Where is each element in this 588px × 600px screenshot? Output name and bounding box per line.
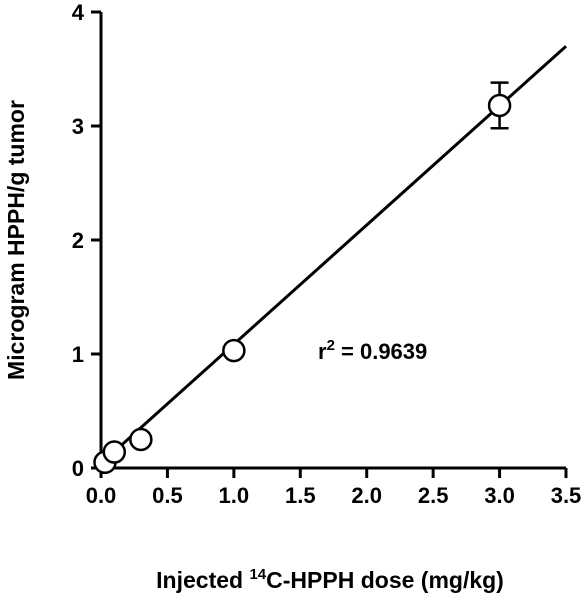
data-point <box>129 427 153 452</box>
x-tick-label: 2.0 <box>351 483 382 508</box>
regression-line <box>99 45 568 465</box>
x-tick-label: 0.5 <box>152 483 183 508</box>
x-tick-label: 3.5 <box>551 483 582 508</box>
data-point <box>222 338 246 363</box>
y-tick-label: 3 <box>72 114 84 139</box>
annotation-pre: r <box>318 339 327 364</box>
x-tick-label: 1.0 <box>219 483 250 508</box>
ticks: 0.0 0.5 1.0 1.5 2.0 2.5 3.0 3.5 0 1 2 3 4 <box>72 0 582 508</box>
fit-line-group <box>99 45 568 465</box>
data-point <box>102 440 127 464</box>
y-tick-label: 2 <box>72 228 84 253</box>
x-axis-title-post: C-HPPH dose (mg/kg) <box>266 567 504 593</box>
data-points <box>93 81 512 475</box>
x-axis-title-sup: 14 <box>249 566 266 583</box>
x-tick-label: 0.0 <box>86 483 117 508</box>
data-point <box>487 93 512 118</box>
x-axis-title-pre: Injected <box>156 567 249 593</box>
r-squared-annotation: r2 = 0.9639 <box>318 337 427 364</box>
annotation-sup: 2 <box>327 337 335 354</box>
y-tick-label: 1 <box>72 342 84 367</box>
y-tick-label: 0 <box>72 456 84 481</box>
y-axis-title: Microgram HPPH/g tumor <box>3 100 29 380</box>
x-tick-label: 3.0 <box>484 483 515 508</box>
x-tick-label: 1.5 <box>285 483 316 508</box>
x-axis-title: Injected 14C-HPPH dose (mg/kg) <box>156 566 504 593</box>
x-tick-label: 2.5 <box>418 483 449 508</box>
y-tick-label: 4 <box>72 0 85 25</box>
annotation-post: = 0.9639 <box>335 339 427 364</box>
